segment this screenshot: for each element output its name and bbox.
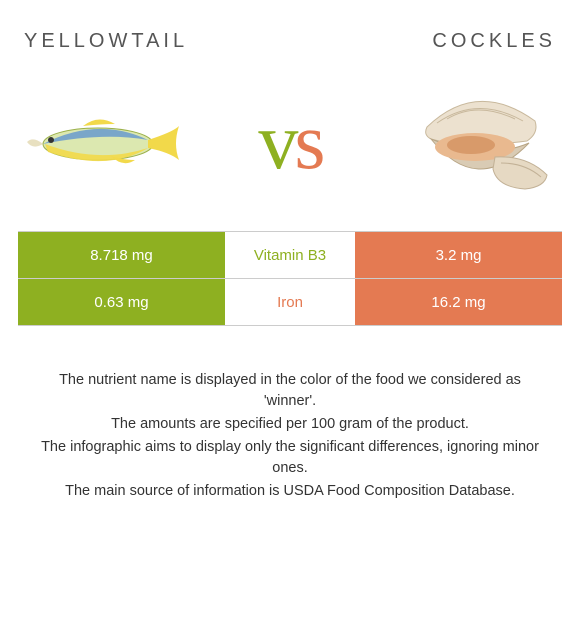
nutrient-name: Iron [225, 279, 355, 325]
table-row: 8.718 mg Vitamin B3 3.2 mg [18, 232, 562, 279]
nutrient-name: Vitamin B3 [225, 232, 355, 278]
note-line: The main source of information is USDA F… [36, 481, 544, 502]
right-value: 16.2 mg [355, 279, 562, 325]
left-value: 0.63 mg [18, 279, 225, 325]
footnotes: The nutrient name is displayed in the co… [18, 370, 562, 502]
left-food-title: YELLOWTAIL [24, 30, 188, 53]
left-value: 8.718 mg [18, 232, 225, 278]
left-food-image [18, 82, 188, 202]
note-line: The nutrient name is displayed in the co… [36, 370, 544, 412]
right-value: 3.2 mg [355, 232, 562, 278]
vs-v: v [258, 98, 294, 186]
note-line: The infographic aims to display only the… [36, 437, 544, 479]
table-row: 0.63 mg Iron 16.2 mg [18, 279, 562, 326]
vs-label: vs [258, 102, 321, 182]
right-food-title: COCKLES [432, 30, 556, 53]
comparison-table: 8.718 mg Vitamin B3 3.2 mg 0.63 mg Iron … [18, 231, 562, 326]
vs-s: s [294, 98, 321, 186]
note-line: The amounts are specified per 100 gram o… [36, 414, 544, 435]
right-food-image [392, 82, 562, 202]
